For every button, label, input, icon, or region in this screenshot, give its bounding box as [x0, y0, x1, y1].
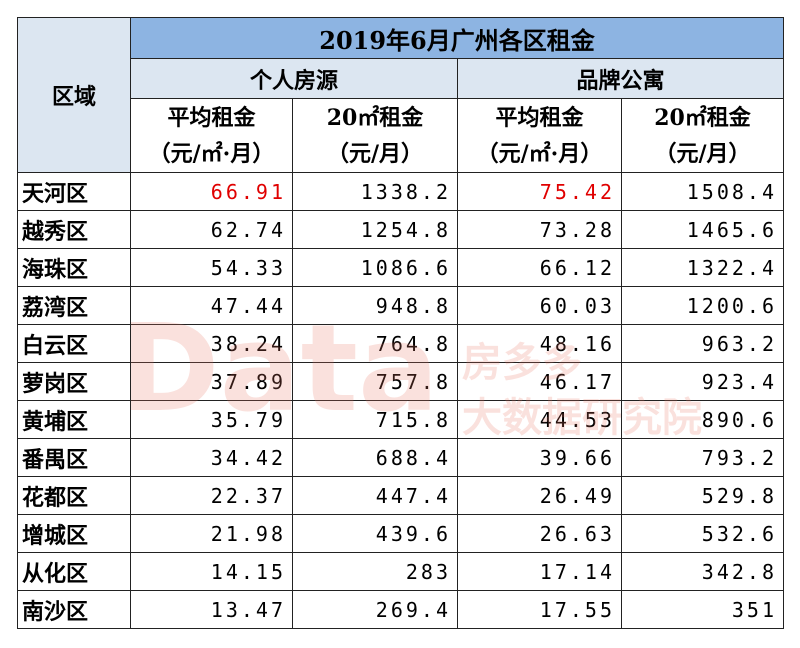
rent-value: 764.8 [292, 324, 458, 363]
rent-value: 35.79 [130, 400, 293, 439]
rent-value: 60.03 [457, 286, 622, 325]
region-name: 花都区 [17, 476, 131, 515]
rent-value: 439.6 [292, 514, 458, 553]
data-row: 荔湾区 47.44 948.8 60.03 1200.6 [17, 286, 784, 325]
data-row: 从化区 14.15 283 17.14 342.8 [17, 552, 784, 591]
rent-value: 54.33 [130, 248, 293, 287]
rent-value: 283 [292, 552, 458, 591]
data-row: 番禺区 34.42 688.4 39.66 793.2 [17, 438, 784, 477]
region-name: 南沙区 [17, 590, 131, 629]
title-row: 区域 2019年6月广州各区租金 [17, 17, 784, 173]
column-header: 20㎡租金 （元/月） [621, 98, 784, 173]
rent-value: 26.49 [457, 476, 622, 515]
data-row: 南沙区 13.47 269.4 17.55 351 [17, 590, 784, 629]
rent-value: 17.14 [457, 552, 622, 591]
rent-value: 890.6 [621, 400, 784, 439]
column-header-line: （元/月） [326, 140, 424, 167]
rent-value: 73.28 [457, 210, 622, 249]
region-name: 白云区 [17, 324, 131, 363]
rent-value: 14.15 [130, 552, 293, 591]
rent-value: 342.8 [621, 552, 784, 591]
rent-value: 793.2 [621, 438, 784, 477]
region-name: 番禺区 [17, 438, 131, 477]
column-header-line: 20㎡租金 [326, 104, 424, 131]
rent-value: 37.89 [130, 362, 293, 401]
rent-value: 447.4 [292, 476, 458, 515]
data-row: 白云区 38.24 764.8 48.16 963.2 [17, 324, 784, 363]
table-body: 区域 2019年6月广州各区租金 个人房源 品牌公寓 平均租金 （元/㎡·月） 20… [17, 17, 784, 629]
data-row: 萝岗区 37.89 757.8 46.17 923.4 [17, 362, 784, 401]
group-header: 个人房源 [130, 58, 458, 99]
rent-value: 34.42 [130, 438, 293, 477]
column-header: 平均租金 （元/㎡·月） [130, 98, 293, 173]
rent-value: 529.8 [621, 476, 784, 515]
group-header: 品牌公寓 [457, 58, 784, 99]
data-row: 海珠区 54.33 1086.6 66.12 1322.4 [17, 248, 784, 287]
rent-value: 21.98 [130, 514, 293, 553]
data-row: 增城区 21.98 439.6 26.63 532.6 [17, 514, 784, 553]
region-name: 增城区 [17, 514, 131, 553]
rent-value: 46.17 [457, 362, 622, 401]
rent-value: 532.6 [621, 514, 784, 553]
rent-value: 66.91 [130, 172, 293, 211]
region-header: 区域 [17, 17, 131, 173]
column-header-line: 平均租金 [495, 104, 584, 131]
column-header-line: （元/㎡·月） [476, 140, 603, 167]
rent-value: 1338.2 [292, 172, 458, 211]
region-name: 越秀区 [17, 210, 131, 249]
rent-value: 269.4 [292, 590, 458, 629]
rent-value: 38.24 [130, 324, 293, 363]
rent-value: 757.8 [292, 362, 458, 401]
rent-value: 963.2 [621, 324, 784, 363]
rent-value: 948.8 [292, 286, 458, 325]
rent-value: 75.42 [457, 172, 622, 211]
rent-value: 66.12 [457, 248, 622, 287]
region-name: 黄埔区 [17, 400, 131, 439]
column-header-line: 20㎡租金 [654, 104, 751, 131]
rent-value: 688.4 [292, 438, 458, 477]
column-header-line: （元/月） [654, 140, 751, 167]
column-header-line: 平均租金 [167, 104, 256, 131]
rent-table: 区域 2019年6月广州各区租金 个人房源 品牌公寓 平均租金 （元/㎡·月） 20… [17, 17, 784, 629]
column-header-row: 平均租金 （元/㎡·月） 20㎡租金 （元/月） 平均租金 （元/㎡·月） 20㎡租金 （元/… [18, 98, 784, 173]
rent-value: 44.53 [457, 400, 622, 439]
table-title: 2019年6月广州各区租金 [130, 17, 784, 59]
group-row: 个人房源 品牌公寓 [18, 58, 784, 99]
rent-value: 62.74 [130, 210, 293, 249]
data-row: 黄埔区 35.79 715.8 44.53 890.6 [17, 400, 784, 439]
rent-value: 13.47 [130, 590, 293, 629]
region-name: 萝岗区 [17, 362, 131, 401]
rent-value: 1086.6 [292, 248, 458, 287]
rent-value: 1322.4 [621, 248, 784, 287]
region-name: 海珠区 [17, 248, 131, 287]
rent-value: 351 [621, 590, 784, 629]
rent-value: 47.44 [130, 286, 293, 325]
column-header: 20㎡租金 （元/月） [292, 98, 458, 173]
column-header-line: （元/㎡·月） [148, 140, 275, 167]
rent-value: 22.37 [130, 476, 293, 515]
rent-value: 923.4 [621, 362, 784, 401]
rent-value: 39.66 [457, 438, 622, 477]
rent-value: 1508.4 [621, 172, 784, 211]
rent-value: 48.16 [457, 324, 622, 363]
region-name: 天河区 [17, 172, 131, 211]
rent-value: 17.55 [457, 590, 622, 629]
rent-value: 1254.8 [292, 210, 458, 249]
column-header: 平均租金 （元/㎡·月） [457, 98, 622, 173]
rent-value: 1465.6 [621, 210, 784, 249]
data-row: 越秀区 62.74 1254.8 73.28 1465.6 [17, 210, 784, 249]
region-name: 荔湾区 [17, 286, 131, 325]
region-name: 从化区 [17, 552, 131, 591]
data-row: 花都区 22.37 447.4 26.49 529.8 [17, 476, 784, 515]
rent-value: 26.63 [457, 514, 622, 553]
rent-value: 715.8 [292, 400, 458, 439]
data-row: 天河区 66.91 1338.2 75.42 1508.4 [17, 172, 784, 211]
rent-value: 1200.6 [621, 286, 784, 325]
